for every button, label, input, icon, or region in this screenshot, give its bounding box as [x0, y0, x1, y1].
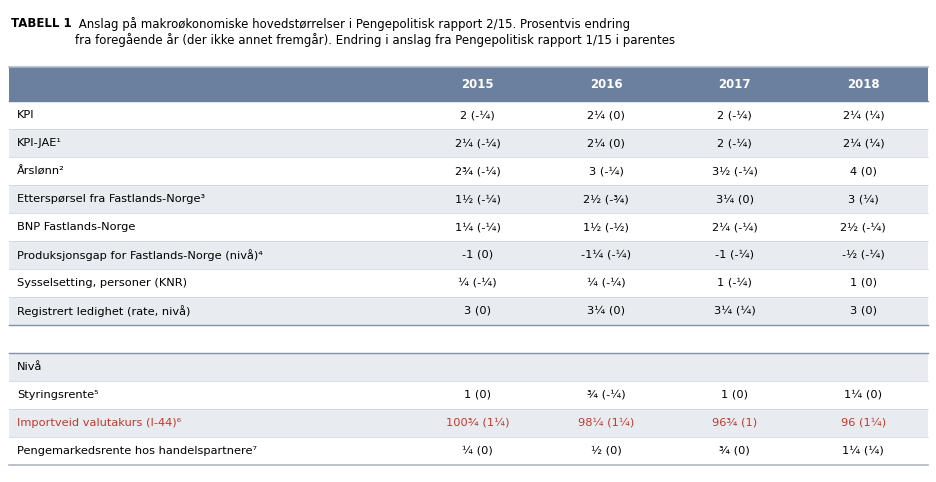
Text: 2¼ (0): 2¼ (0)	[587, 138, 624, 148]
Bar	[9, 67, 927, 101]
Text: BNP Fastlands-Norge: BNP Fastlands-Norge	[17, 222, 135, 232]
Text: 2¾ (-¼): 2¾ (-¼)	[454, 166, 500, 176]
Text: 1 (0): 1 (0)	[463, 390, 490, 400]
Text: 1 (-¼): 1 (-¼)	[717, 278, 752, 288]
Text: 1¼ (¼): 1¼ (¼)	[841, 446, 884, 455]
Text: ½ (0): ½ (0)	[591, 446, 621, 455]
Bar	[9, 381, 927, 409]
Text: 3 (0): 3 (0)	[463, 306, 490, 316]
Text: ¼ (0): ¼ (0)	[461, 446, 492, 455]
Bar	[9, 129, 927, 157]
Bar	[9, 213, 927, 241]
Text: KPI: KPI	[17, 110, 35, 120]
Bar	[9, 269, 927, 297]
Text: 1¼ (-¼): 1¼ (-¼)	[454, 222, 500, 232]
Text: 1 (0): 1 (0)	[849, 278, 876, 288]
Text: -1 (-¼): -1 (-¼)	[714, 250, 753, 260]
Text: Anslag på makroøkonomiske hovedstørrelser i Pengepolitisk rapport 2/15. Prosentv: Anslag på makroøkonomiske hovedstørrelse…	[75, 17, 674, 47]
Text: -½ (-¼): -½ (-¼)	[841, 250, 884, 260]
Text: Etterspørsel fra Fastlands-Norge³: Etterspørsel fra Fastlands-Norge³	[17, 194, 205, 204]
Text: -1¼ (-¼): -1¼ (-¼)	[580, 250, 631, 260]
Bar	[9, 325, 927, 353]
Text: 2½ (-¾): 2½ (-¾)	[583, 194, 628, 204]
Bar	[9, 241, 927, 269]
Text: 2½ (-¼): 2½ (-¼)	[840, 222, 885, 232]
Text: 2 (-¼): 2 (-¼)	[717, 110, 752, 120]
Text: 2018: 2018	[846, 78, 879, 91]
Bar	[9, 409, 927, 437]
Bar	[9, 157, 927, 185]
Text: KPI-JAE¹: KPI-JAE¹	[17, 138, 62, 148]
Text: 3½ (-¼): 3½ (-¼)	[711, 166, 757, 176]
Text: 3¼ (0): 3¼ (0)	[587, 306, 624, 316]
Text: 96¾ (1): 96¾ (1)	[711, 418, 756, 428]
Text: Pengemarkedsrente hos handelspartnere⁷: Pengemarkedsrente hos handelspartnere⁷	[17, 446, 256, 455]
Text: 3¼ (¼): 3¼ (¼)	[713, 306, 754, 316]
Text: 2 (-¼): 2 (-¼)	[717, 138, 752, 148]
Text: 1½ (-¼): 1½ (-¼)	[454, 194, 500, 204]
Text: ¼ (-¼): ¼ (-¼)	[586, 278, 625, 288]
Text: ¾ (0): ¾ (0)	[719, 446, 750, 455]
Text: 96 (1¼): 96 (1¼)	[840, 418, 885, 428]
Text: 4 (0): 4 (0)	[849, 166, 876, 176]
Text: 3 (-¼): 3 (-¼)	[588, 166, 623, 176]
Bar	[9, 185, 927, 213]
Text: 1¼ (0): 1¼ (0)	[843, 390, 882, 400]
Text: 2016: 2016	[590, 78, 622, 91]
Text: Årslønn²: Årslønn²	[17, 166, 65, 176]
Text: -1 (0): -1 (0)	[461, 250, 492, 260]
Bar	[9, 297, 927, 325]
Text: 1 (0): 1 (0)	[721, 390, 748, 400]
Bar	[9, 101, 927, 129]
Text: Produksjonsgap for Fastlands-Norge (nivå)⁴: Produksjonsgap for Fastlands-Norge (nivå…	[17, 249, 262, 261]
Text: 2015: 2015	[461, 78, 493, 91]
Bar	[9, 437, 927, 465]
Text: 98¼ (1¼): 98¼ (1¼)	[578, 418, 634, 428]
Text: 2 (-¼): 2 (-¼)	[460, 110, 494, 120]
Text: ¾ (-¼): ¾ (-¼)	[586, 390, 625, 400]
Text: 3 (0): 3 (0)	[849, 306, 876, 316]
Text: 100¾ (1¼): 100¾ (1¼)	[446, 418, 509, 428]
Text: Importveid valutakurs (I-44)⁶: Importveid valutakurs (I-44)⁶	[17, 418, 181, 428]
Text: 2¼ (0): 2¼ (0)	[587, 110, 624, 120]
Text: Styringsrente⁵: Styringsrente⁵	[17, 390, 98, 400]
Text: TABELL 1: TABELL 1	[11, 17, 72, 30]
Text: 2017: 2017	[718, 78, 751, 91]
Text: 2¼ (¼): 2¼ (¼)	[841, 110, 884, 120]
Text: Nivå: Nivå	[17, 362, 42, 372]
Text: 3¼ (0): 3¼ (0)	[715, 194, 753, 204]
Text: 1½ (-½): 1½ (-½)	[583, 222, 628, 232]
Text: Registrert ledighet (rate, nivå): Registrert ledighet (rate, nivå)	[17, 305, 190, 317]
Text: 2¼ (¼): 2¼ (¼)	[841, 138, 884, 148]
Text: 2¼ (-¼): 2¼ (-¼)	[711, 222, 757, 232]
Text: 3 (¼): 3 (¼)	[847, 194, 878, 204]
Text: Sysselsetting, personer (KNR): Sysselsetting, personer (KNR)	[17, 278, 186, 288]
Text: 2¼ (-¼): 2¼ (-¼)	[454, 138, 500, 148]
Bar	[9, 353, 927, 381]
Text: ¼ (-¼): ¼ (-¼)	[458, 278, 496, 288]
